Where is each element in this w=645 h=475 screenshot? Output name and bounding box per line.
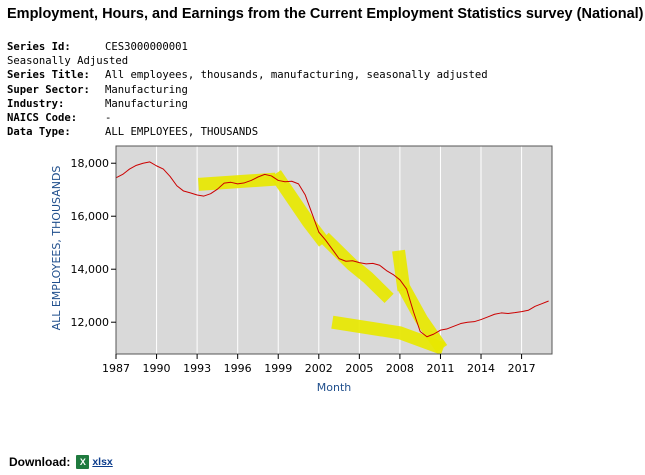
y-tick-label: 12,000	[71, 316, 110, 329]
x-axis-label: Month	[317, 381, 352, 394]
x-tick-label: 2017	[508, 362, 536, 375]
y-tick-label: 18,000	[71, 157, 110, 170]
data-type-label: Data Type:	[7, 126, 71, 139]
series-line	[115, 161, 549, 338]
adjustment-value: Seasonally Adjusted	[7, 55, 129, 68]
plot-frame	[115, 145, 553, 355]
grid-lines	[115, 146, 523, 354]
x-tick-label: 2011	[426, 362, 454, 375]
industry-value: Manufacturing	[105, 97, 188, 110]
industry-row: Industry: Manufacturing	[7, 97, 488, 111]
x-tick-label: 2005	[345, 362, 373, 375]
y-axis-ticks: 12,000 14,000 16,000 18,000	[71, 157, 116, 329]
excel-icon[interactable]: X	[76, 455, 90, 469]
y-axis-label: ALL EMPLOYEES, THOUSANDS	[50, 166, 63, 331]
super-sector-row: Super Sector: Manufacturing	[7, 83, 488, 97]
super-sector-label: Super Sector:	[7, 83, 90, 96]
x-tick-label: 1999	[264, 362, 292, 375]
employment-line-chart: 1987 1990 1993 1996 1999 2002 2005 2008 2011 2014…	[50, 145, 553, 394]
naics-row: NAICS Code: -	[7, 111, 488, 125]
x-tick-label: 1993	[183, 362, 211, 375]
x-tick-label: 2008	[386, 362, 414, 375]
series-title-row: Series Title: All employees, thousands, …	[7, 68, 488, 82]
naics-value: -	[105, 112, 112, 125]
highlight-stroke	[319, 232, 394, 303]
download-row: Download: X xlsx	[9, 455, 113, 469]
x-tick-label: 2014	[467, 362, 495, 375]
series-title-value: All employees, thousands, manufacturing,…	[105, 69, 488, 82]
naics-label: NAICS Code:	[7, 112, 78, 125]
highlight-stroke	[331, 315, 446, 355]
download-label: Download:	[9, 455, 71, 469]
data-type-value: ALL EMPLOYEES, THOUSANDS	[105, 126, 259, 139]
series-layer	[115, 161, 549, 338]
adjustment-row: Seasonally Adjusted	[7, 54, 488, 68]
series-title-label: Series Title:	[7, 69, 90, 82]
highlight-stroke	[270, 170, 330, 247]
page-title: Employment, Hours, and Earnings from the…	[7, 6, 644, 22]
industry-label: Industry:	[7, 97, 65, 110]
x-tick-label: 1990	[143, 362, 171, 375]
series-id-value: CES3000000001	[105, 41, 188, 53]
series-info: Series Id: CES3000000001 Seasonally Adju…	[7, 40, 488, 139]
x-tick-label: 1996	[224, 362, 252, 375]
series-id-label: Series Id:	[7, 41, 71, 53]
x-tick-label: 1987	[102, 362, 130, 375]
y-tick-label: 16,000	[71, 210, 110, 223]
x-axis-ticks: 1987 1990 1993 1996 1999 2002 2005 2008 2011 2014…	[102, 354, 536, 375]
super-sector-value: Manufacturing	[105, 83, 188, 96]
data-type-row: Data Type: ALL EMPLOYEES, THOUSANDS	[7, 125, 488, 139]
y-tick-label: 14,000	[71, 263, 110, 276]
series-id-row: Series Id: CES3000000001	[7, 40, 488, 54]
xlsx-download-link[interactable]: xlsx	[92, 456, 113, 468]
x-tick-label: 2002	[305, 362, 333, 375]
highlight-stroke	[198, 172, 276, 191]
